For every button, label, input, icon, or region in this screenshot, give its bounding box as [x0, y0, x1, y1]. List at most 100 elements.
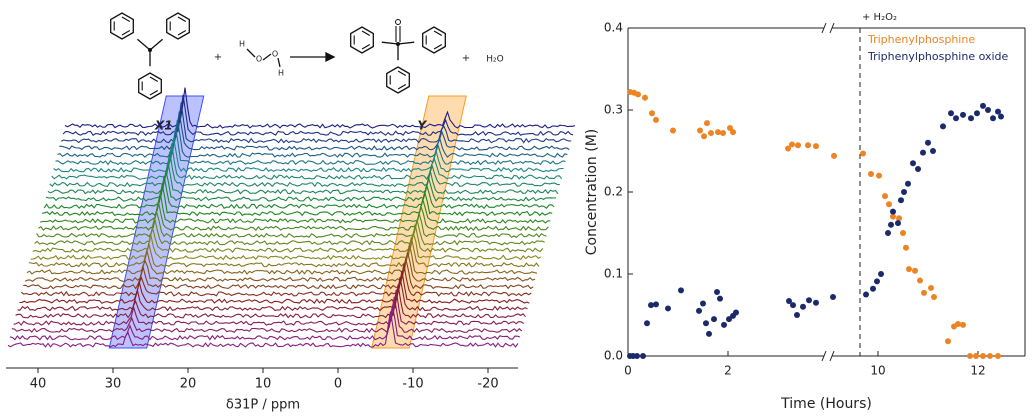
annotation-text: + H₂O₂	[862, 12, 897, 23]
data-point	[878, 271, 884, 277]
data-point	[903, 244, 909, 251]
data-point	[901, 189, 907, 195]
data-point	[635, 91, 641, 98]
double-bond	[177, 16, 187, 22]
spectrum-trace	[59, 111, 570, 151]
data-point	[831, 152, 837, 159]
spectrum-trace	[53, 138, 564, 173]
data-point	[995, 353, 1001, 359]
data-point	[653, 116, 659, 123]
spectrum-trace	[36, 209, 547, 239]
bond	[381, 41, 399, 45]
data-point	[920, 149, 926, 156]
data-point	[715, 129, 721, 136]
data-point	[648, 302, 654, 309]
data-point	[921, 289, 927, 296]
data-point	[721, 321, 727, 328]
spectrum-trace	[42, 184, 553, 217]
double-bond	[149, 90, 159, 96]
data-point	[665, 305, 671, 312]
axis-break	[829, 22, 835, 34]
spectrum-trace	[17, 276, 528, 312]
legend-entry: Triphenylphosphine	[867, 33, 975, 46]
data-point	[805, 142, 811, 149]
spectrum-trace	[19, 270, 530, 305]
data-point	[649, 110, 655, 117]
data-point	[917, 277, 923, 284]
phenyl-ring	[138, 72, 162, 100]
data-point	[868, 170, 874, 177]
data-point	[727, 125, 733, 132]
data-point	[953, 115, 959, 122]
data-point	[700, 300, 706, 307]
spectrum-trace	[30, 230, 542, 261]
atom-label: H	[278, 69, 284, 78]
spectrum-trace	[57, 119, 568, 158]
spectrum-trace	[45, 171, 557, 202]
arrow-head	[325, 51, 336, 63]
data-point	[888, 221, 894, 228]
data-point	[786, 298, 792, 305]
double-bond	[397, 84, 407, 90]
data-point	[886, 201, 892, 208]
data-point	[726, 316, 732, 323]
data-point	[701, 133, 707, 140]
spectrum-trace	[62, 94, 574, 137]
double-bond	[177, 30, 187, 36]
spectrum-trace	[15, 284, 527, 319]
data-point	[678, 287, 684, 294]
data-point	[940, 123, 946, 130]
data-point	[945, 338, 951, 345]
x-tick-label: 40	[30, 377, 47, 392]
data-point	[890, 213, 896, 220]
data-point	[885, 230, 891, 236]
data-point	[860, 150, 866, 157]
spectrum-trace	[43, 175, 555, 210]
spectrum-trace	[34, 217, 545, 246]
data-point	[890, 208, 896, 215]
phenyl-ring	[386, 66, 410, 94]
x-tick-label: 20	[180, 377, 197, 392]
spectrum-trace	[24, 251, 536, 283]
data-point	[708, 129, 714, 136]
data-point	[985, 107, 991, 113]
spectrum-trace	[7, 311, 519, 348]
data-point	[706, 330, 712, 337]
y-axis-label: Concentration (M)	[584, 129, 600, 256]
data-point	[634, 353, 640, 359]
double-bond	[361, 44, 371, 50]
data-point	[990, 115, 996, 122]
data-point	[915, 166, 921, 173]
data-point	[644, 320, 650, 327]
water-label: H₂O	[486, 55, 503, 65]
data-point	[642, 94, 648, 101]
x-tick-label: 2	[724, 364, 732, 378]
double-bond	[433, 30, 443, 36]
data-point	[653, 301, 659, 308]
atom-label: H	[239, 40, 245, 49]
x-tick-label: 12	[970, 364, 985, 378]
phosphorus-atom	[396, 42, 400, 46]
data-point	[785, 145, 791, 152]
data-point	[874, 278, 880, 285]
data-point	[730, 129, 736, 136]
spectrum-trace	[20, 264, 532, 297]
phenyl-ring	[422, 26, 446, 54]
data-point	[711, 316, 717, 323]
x-tick-label: 0	[624, 364, 632, 378]
data-point	[720, 129, 726, 136]
bond	[277, 57, 281, 68]
x-tick-label: -20	[477, 377, 498, 392]
bond	[136, 38, 151, 51]
data-point	[980, 353, 986, 359]
legend-entry: Triphenylphosphine oxide	[867, 50, 1009, 63]
spectrum-trace	[60, 102, 572, 144]
axis-break	[821, 22, 827, 34]
scheme-plus: +	[214, 52, 222, 63]
double-bond	[397, 70, 407, 76]
data-point	[987, 353, 993, 359]
bond	[397, 41, 415, 45]
data-point	[900, 230, 906, 236]
data-point	[733, 309, 739, 316]
spectrum-trace	[28, 237, 540, 268]
